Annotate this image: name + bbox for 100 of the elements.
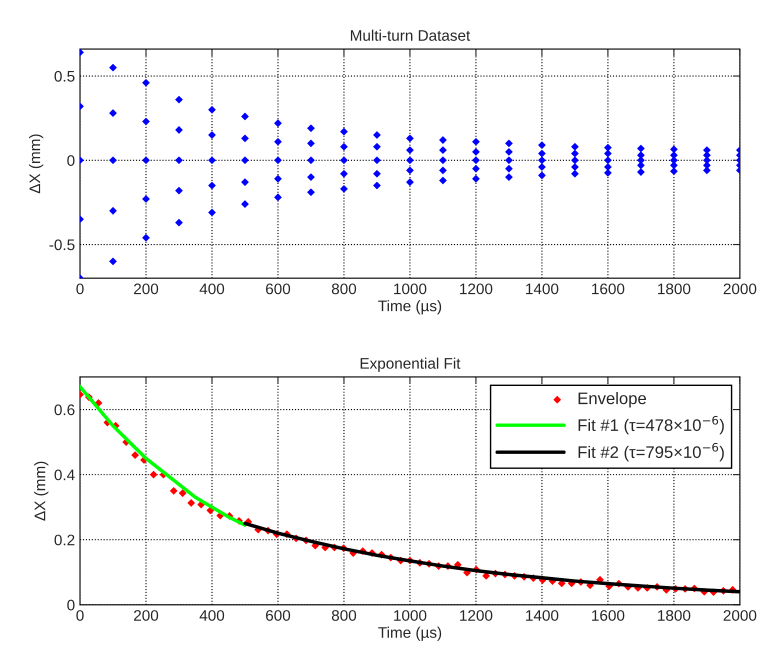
x-axis-title: Time (µs)	[378, 626, 442, 641]
point	[274, 156, 282, 164]
point	[538, 141, 546, 149]
legend-label: Envelope	[578, 392, 646, 408]
point	[472, 148, 480, 156]
point	[505, 164, 513, 172]
x-tick-label: 1200	[460, 283, 492, 294]
chart-title: Multi-turn Dataset	[350, 30, 470, 41]
point	[439, 136, 447, 144]
x-tick-label: 400	[200, 610, 224, 621]
point	[571, 156, 579, 164]
y-tick-label: 0.5	[54, 70, 75, 82]
y-tick-label: 0.4	[54, 469, 75, 480]
point	[373, 170, 381, 178]
point	[274, 138, 282, 146]
point	[109, 109, 117, 117]
point	[670, 167, 678, 175]
point	[406, 146, 414, 154]
point	[571, 163, 579, 171]
point	[142, 156, 150, 164]
point	[142, 195, 150, 203]
point	[406, 134, 414, 142]
point	[340, 170, 348, 178]
point	[538, 156, 546, 164]
point	[241, 200, 249, 208]
x-tick-label: 0	[76, 610, 84, 621]
y-axis-title: ΔX (mm)	[34, 462, 48, 521]
chart-title: Exponential Fit	[360, 358, 460, 372]
point	[274, 194, 282, 202]
point	[637, 162, 645, 170]
y-tick-label: 0	[67, 600, 75, 610]
point	[538, 172, 546, 180]
point	[538, 163, 546, 171]
y-tick-label: -0.5	[50, 239, 75, 250]
point	[307, 140, 315, 148]
point	[109, 207, 117, 215]
point	[208, 208, 216, 216]
point	[670, 162, 678, 170]
point	[175, 186, 183, 194]
x-tick-label: 200	[134, 610, 158, 621]
y-tick-label: 0	[67, 155, 75, 166]
x-tick-label: 1000	[394, 283, 426, 294]
point	[571, 170, 579, 178]
point	[274, 119, 282, 127]
point	[241, 112, 249, 120]
point	[109, 64, 117, 72]
point	[670, 146, 678, 154]
x-tick-label: 1400	[526, 610, 558, 621]
point	[142, 234, 150, 242]
x-tick-label: 1800	[658, 610, 690, 621]
x-tick-label: 200	[134, 283, 158, 294]
point	[538, 150, 546, 158]
point	[307, 188, 315, 196]
point	[505, 173, 513, 181]
point	[175, 126, 183, 134]
x-tick-label: 800	[332, 610, 356, 621]
point	[241, 156, 249, 164]
point	[472, 156, 480, 164]
x-axis-title: Time (µs)	[378, 300, 442, 314]
point	[274, 175, 282, 183]
y-tick-label: 0.2	[54, 534, 74, 546]
point	[604, 156, 612, 164]
point	[340, 128, 348, 136]
x-tick-label: 1200	[460, 610, 492, 621]
point	[439, 176, 447, 184]
point	[439, 156, 447, 164]
point	[208, 106, 216, 114]
point	[373, 156, 381, 164]
point	[307, 156, 315, 164]
point	[175, 218, 183, 226]
point	[406, 166, 414, 174]
point	[340, 156, 348, 164]
point	[604, 150, 612, 158]
point	[142, 118, 150, 126]
point	[604, 169, 612, 177]
x-tick-label: 1000	[394, 610, 426, 621]
point	[175, 96, 183, 104]
legend-label: Fit #1 (τ=478×10$^{−6}$)	[578, 416, 724, 434]
x-tick-label: 800	[332, 283, 356, 294]
point	[637, 144, 645, 152]
point	[208, 182, 216, 190]
point	[703, 166, 711, 174]
point	[109, 258, 117, 266]
x-tick-label: 0	[76, 283, 84, 294]
point	[340, 143, 348, 151]
point	[571, 143, 579, 151]
point	[505, 140, 513, 148]
point	[571, 150, 579, 158]
point	[307, 173, 315, 181]
x-tick-label: 1800	[658, 283, 690, 294]
point	[472, 138, 480, 146]
legend-label: Fit #2 (τ=795×10$^{−6}$)	[578, 442, 724, 462]
x-tick-label: 600	[266, 283, 290, 294]
point	[406, 156, 414, 164]
x-tick-label: 1400	[526, 283, 558, 294]
point	[208, 131, 216, 139]
x-tick-label: 1600	[592, 283, 624, 294]
point	[373, 143, 381, 151]
point	[505, 148, 513, 156]
x-tick-label: 2000	[724, 283, 756, 294]
